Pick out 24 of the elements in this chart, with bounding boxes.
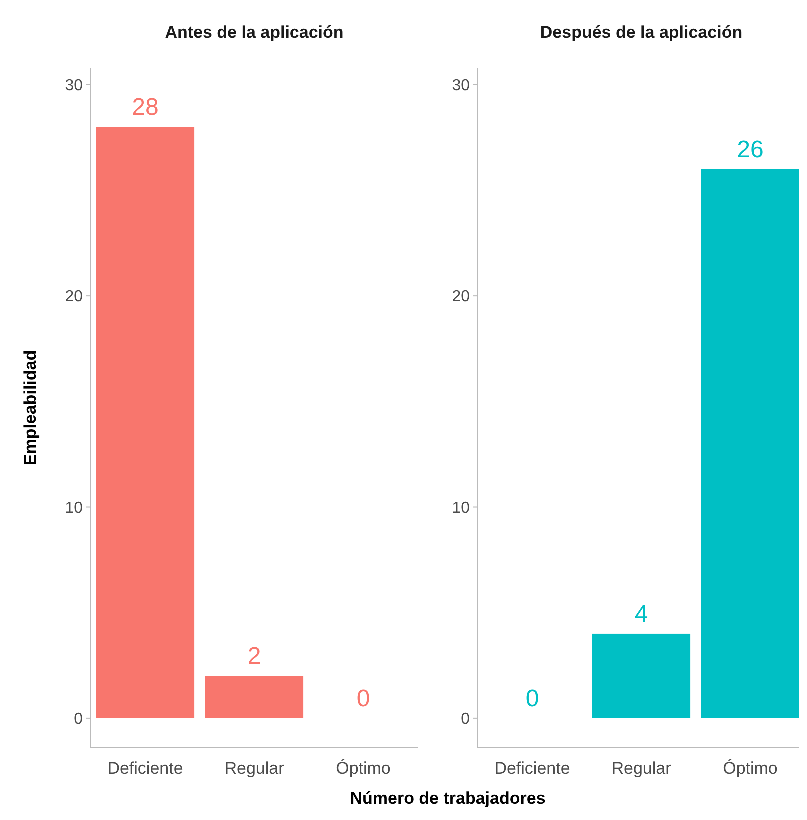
y-tick-label: 10 bbox=[452, 500, 470, 517]
x-tick-label: Óptimo bbox=[336, 759, 391, 778]
y-tick-label: 30 bbox=[452, 77, 470, 94]
data-label: 0 bbox=[526, 685, 540, 712]
y-tick-label: 0 bbox=[74, 711, 84, 728]
data-label: 26 bbox=[737, 136, 764, 164]
x-tick-label: Óptimo bbox=[723, 759, 778, 778]
y-tick-label: 0 bbox=[461, 711, 470, 728]
chart-title: Antes de la aplicación bbox=[165, 23, 344, 42]
x-axis-title: Número de trabajadores bbox=[350, 789, 546, 808]
data-label: 4 bbox=[634, 600, 648, 628]
y-tick-label: 20 bbox=[452, 288, 470, 306]
x-tick-label: Regular bbox=[224, 759, 285, 778]
y-tick-label: 30 bbox=[65, 77, 84, 94]
y-axis-title: Empleabilidad bbox=[21, 350, 40, 466]
chart-title: Después de la aplicación bbox=[540, 23, 743, 42]
x-tick-label: Regular bbox=[612, 759, 672, 778]
data-label: 0 bbox=[356, 685, 370, 712]
y-tick-label: 20 bbox=[65, 288, 84, 306]
x-tick-label: Deficiente bbox=[108, 759, 184, 778]
y-tick-label: 10 bbox=[65, 500, 84, 517]
data-label: 28 bbox=[132, 94, 159, 122]
x-tick-label: Deficiente bbox=[494, 759, 570, 778]
data-label: 2 bbox=[248, 643, 262, 670]
